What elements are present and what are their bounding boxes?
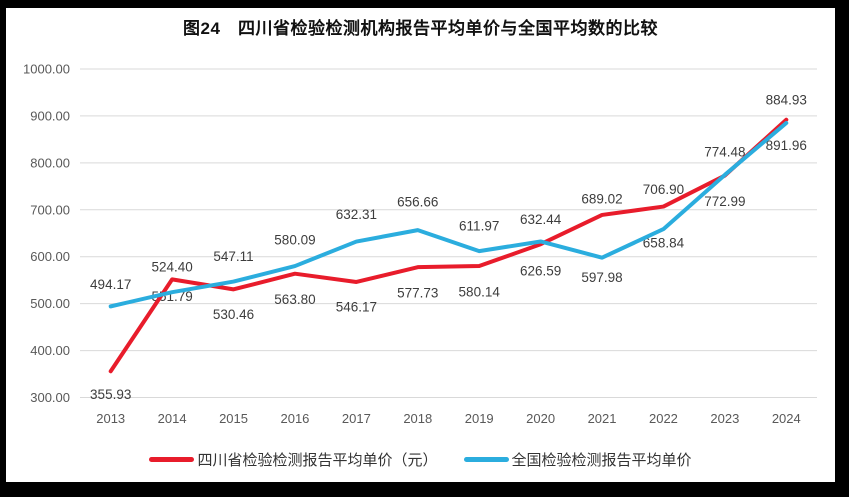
- y-axis-tick-label: 800.00: [30, 155, 70, 170]
- y-axis-tick-label: 1000.00: [23, 62, 70, 77]
- y-axis-tick-label: 500.00: [30, 296, 70, 311]
- data-label-national-2016: 580.09: [274, 233, 315, 248]
- legend-line-swatch-sichuan-icon: [149, 457, 195, 462]
- x-axis-tick-label: 2014: [158, 411, 187, 426]
- x-axis-tick-label: 2023: [710, 411, 739, 426]
- data-label-sichuan-2018: 577.73: [397, 286, 438, 301]
- x-axis-tick-label: 2016: [280, 411, 309, 426]
- data-label-sichuan-2015: 530.46: [213, 307, 254, 322]
- x-axis-tick-label: 2022: [649, 411, 678, 426]
- data-label-national-2022: 658.84: [643, 236, 685, 251]
- chart-legend: 四川省检验检测报告平均单价（元） 全国检验检测报告平均单价: [6, 449, 835, 470]
- data-label-national-2013: 494.17: [90, 277, 131, 292]
- data-label-national-2018: 656.66: [397, 195, 438, 210]
- legend-item-sichuan: 四川省检验检测报告平均单价（元）: [149, 449, 438, 470]
- y-axis-tick-label: 700.00: [30, 202, 70, 217]
- x-axis-tick-label: 2017: [342, 411, 371, 426]
- series-line-sichuan: [108, 117, 789, 374]
- data-label-national-2021: 597.98: [581, 270, 622, 285]
- data-label-national-2017: 632.31: [336, 207, 377, 222]
- y-axis-tick-label: 900.00: [30, 108, 70, 123]
- x-axis-tick-label: 2018: [403, 411, 432, 426]
- data-label-sichuan-2019: 580.14: [459, 285, 501, 300]
- data-label-sichuan-2021: 689.02: [581, 191, 622, 206]
- series-line-national: [108, 121, 789, 309]
- x-axis-tick-label: 2024: [772, 411, 801, 426]
- x-axis-tick-label: 2019: [465, 411, 494, 426]
- chart-canvas: 图24 四川省检验检测机构报告平均单价与全国平均数的比较 四川省检验检测报告平均…: [6, 8, 835, 482]
- data-label-sichuan-2013: 355.93: [90, 387, 131, 402]
- y-axis-tick-label: 400.00: [30, 343, 70, 358]
- data-label-sichuan-2020: 626.59: [520, 264, 561, 279]
- x-axis-tick-label: 2015: [219, 411, 248, 426]
- x-axis-tick-label: 2021: [588, 411, 617, 426]
- y-axis-tick-label: 600.00: [30, 249, 70, 264]
- legend-item-national: 全国检验检测报告平均单价: [463, 449, 692, 470]
- data-label-sichuan-2024: 891.96: [766, 138, 807, 153]
- x-axis-tick-label: 2020: [526, 411, 555, 426]
- y-axis-tick-label: 300.00: [30, 390, 70, 405]
- data-label-national-2024: 884.93: [766, 93, 807, 108]
- legend-label-national: 全国检验检测报告平均单价: [511, 452, 692, 469]
- data-label-national-2019: 611.97: [459, 219, 499, 234]
- data-label-national-2014: 524.40: [151, 260, 192, 275]
- chart-title: 图24 四川省检验检测机构报告平均单价与全国平均数的比较: [183, 19, 658, 38]
- data-label-sichuan-2016: 563.80: [274, 292, 315, 307]
- legend-label-sichuan: 四川省检验检测报告平均单价（元）: [197, 452, 438, 469]
- data-label-sichuan-2022: 706.90: [643, 182, 684, 197]
- data-label-sichuan-2023: 772.99: [704, 194, 745, 209]
- data-label-national-2020: 632.44: [520, 212, 562, 227]
- data-label-sichuan-2017: 546.17: [336, 299, 377, 314]
- data-label-national-2015: 547.11: [213, 249, 253, 264]
- legend-line-swatch-national-icon: [463, 457, 509, 462]
- data-label-national-2023: 774.48: [704, 144, 745, 159]
- x-axis-tick-label: 2013: [96, 411, 125, 426]
